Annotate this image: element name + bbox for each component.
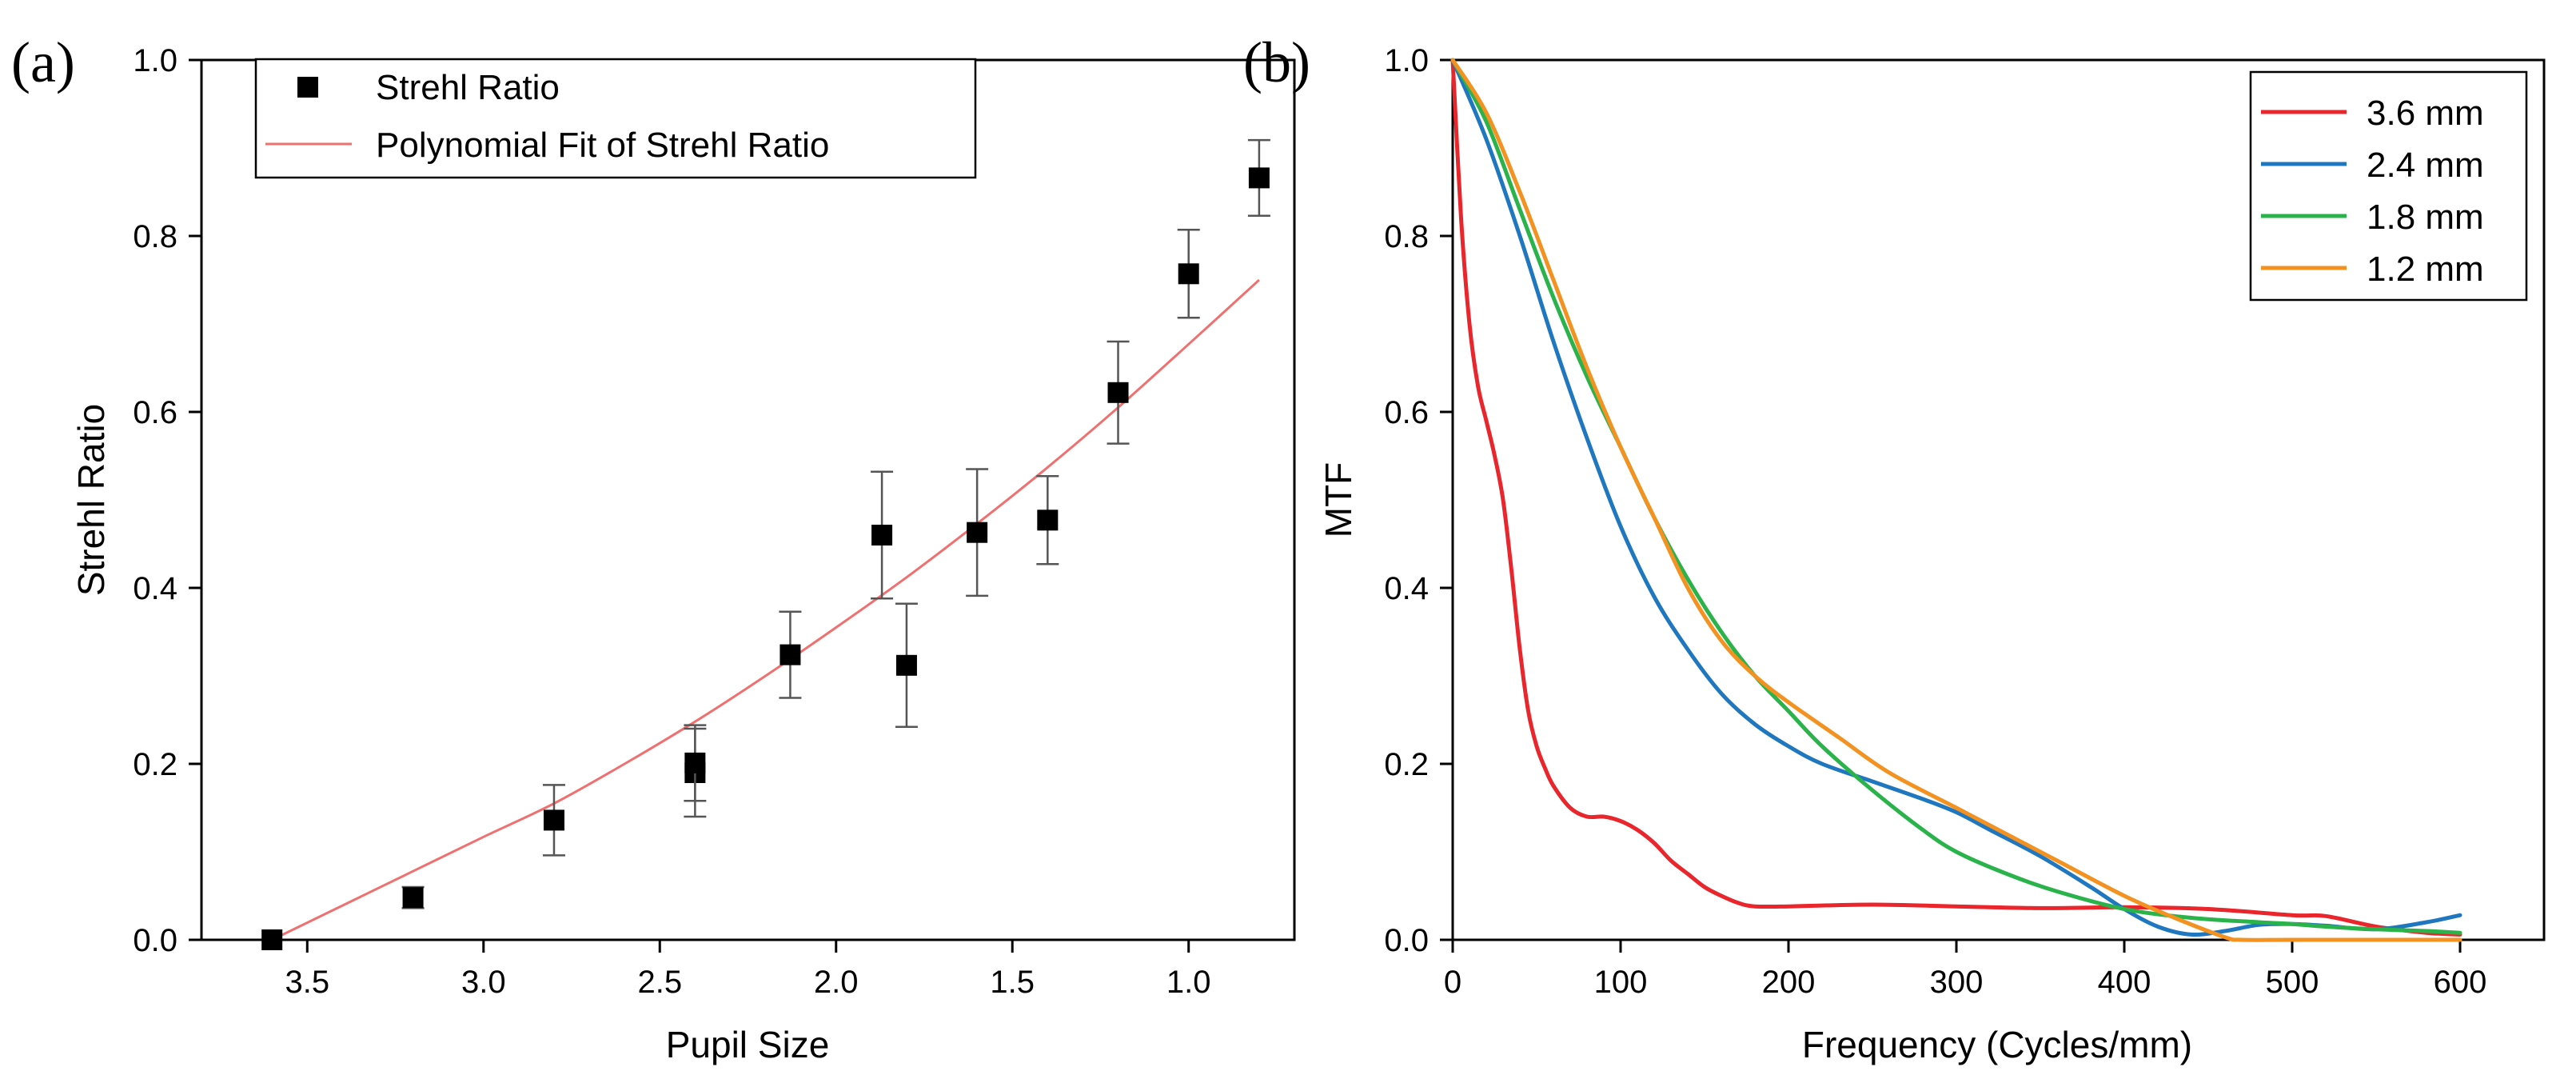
legend-label-2-4-mm: 2.4 mm xyxy=(2367,146,2484,185)
mtf-curve-2-4-mm xyxy=(1450,58,2462,937)
panel-b-legend: 3.6 mm 2.4 mm 1.8 mm 1.2 mm xyxy=(2249,70,2528,302)
panel-a-x-tick-label: 2.0 xyxy=(814,965,859,1000)
panel-b-y-tick-label: 0.2 xyxy=(1384,747,1429,782)
panel-b-x-tick-label: 500 xyxy=(2266,965,2319,1000)
panel-a-y-tick-label: 1.0 xyxy=(133,43,177,78)
panel-b-x-tick-label: 600 xyxy=(2434,965,2487,1000)
panel-b-y-tick-label: 1.0 xyxy=(1384,43,1429,78)
panel-b-y-tick-label: 0.6 xyxy=(1384,395,1429,430)
panel-a-y-axis-title: Strehl Ratio xyxy=(70,404,112,596)
panel-a-strehl-chart: (a) 3.5 3.0 2.5 2.0 1.5 1.0 0.0 0.2 0.4 0.6 0.8 1.0… xyxy=(11,30,1296,1065)
panel-b-x-tick-label: 200 xyxy=(1762,965,1816,1000)
panel-a-x-tick-label: 1.0 xyxy=(1166,965,1211,1000)
panel-b-x-tick-label: 300 xyxy=(1930,965,1984,1000)
panel-a-y-tick-label: 0.6 xyxy=(133,395,177,430)
panel-a-legend-box xyxy=(254,58,977,179)
legend-label-3-6-mm: 3.6 mm xyxy=(2367,94,2484,133)
mtf-curve-1-8-mm xyxy=(1450,58,2462,935)
panel-a-marker-series xyxy=(261,138,1270,950)
strehl-data-point xyxy=(895,654,917,676)
panel-a-y-tick-label: 0.8 xyxy=(133,219,177,254)
legend-label-strehl-ratio: Strehl Ratio xyxy=(376,68,560,107)
strehl-data-point xyxy=(780,644,801,665)
panel-a-ticks: 3.5 3.0 2.5 2.0 1.5 1.0 0.0 0.2 0.4 0.6 0.8 1.0 xyxy=(133,43,1210,1000)
panel-b-curves xyxy=(1450,58,2462,942)
panel-a-x-axis-title: Pupil Size xyxy=(666,1024,830,1065)
legend-label-1-2-mm: 1.2 mm xyxy=(2367,250,2484,289)
panel-b-x-tick-label: 0 xyxy=(1444,965,1461,1000)
strehl-data-point xyxy=(871,525,893,545)
strehl-data-point xyxy=(261,929,283,950)
panel-b-label: (b) xyxy=(1243,30,1310,94)
strehl-data-point xyxy=(1248,167,1270,189)
panel-b-y-tick-label: 0.8 xyxy=(1384,219,1429,254)
panel-b-y-tick-label: 0.4 xyxy=(1384,571,1429,606)
panel-a-plot-frame xyxy=(200,58,1296,941)
panel-b-mtf-chart: (b) 0 100 200 300 400 500 600 0.0 0.2 0.4 0.6 0.8 1.… xyxy=(1243,30,2546,1065)
panel-b-ticks: 0 100 200 300 400 500 600 0.0 0.2 0.4 0.6 0.8 1.0 xyxy=(1384,43,2486,1000)
panel-b-y-tick-label: 0.0 xyxy=(1384,923,1429,958)
panel-b-y-axis-title: MTF xyxy=(1318,462,1359,538)
legend-label-1-8-mm: 1.8 mm xyxy=(2367,198,2484,237)
panel-a-y-tick-label: 0.0 xyxy=(133,923,177,958)
panel-a-y-tick-label: 0.2 xyxy=(133,747,177,782)
legend-label-polynomial-fit: Polynomial Fit of Strehl Ratio xyxy=(376,126,829,165)
panel-a-y-tick-label: 0.4 xyxy=(133,571,177,606)
panel-a-label: (a) xyxy=(11,30,75,94)
panel-a-x-tick-label: 3.0 xyxy=(461,965,506,1000)
strehl-data-point xyxy=(1037,510,1059,531)
strehl-data-point xyxy=(402,887,424,909)
panel-a-fit-series xyxy=(271,278,1260,941)
panel-a-x-tick-label: 2.5 xyxy=(637,965,682,1000)
strehl-data-point xyxy=(543,809,564,831)
strehl-data-point xyxy=(1178,263,1199,285)
mtf-curve-1-2-mm xyxy=(1450,58,2462,942)
panel-b-x-tick-label: 400 xyxy=(2098,965,2151,1000)
strehl-data-point xyxy=(1107,382,1129,403)
panel-a-x-tick-label: 3.5 xyxy=(285,965,329,1000)
mtf-curve-3-6-mm xyxy=(1450,58,2462,937)
panel-b-x-tick-label: 100 xyxy=(1594,965,1648,1000)
panel-a-x-tick-label: 1.5 xyxy=(990,965,1035,1000)
panel-a-legend: Strehl Ratio Polynomial Fit of Strehl Ra… xyxy=(254,58,977,179)
legend-marker-strehl-ratio xyxy=(297,77,318,98)
polynomial-fit-line xyxy=(271,278,1260,941)
panel-b-x-axis-title: Frequency (Cycles/mm) xyxy=(1802,1024,2192,1065)
strehl-data-point xyxy=(684,752,706,773)
strehl-data-point xyxy=(967,522,988,543)
panel-b-plot-frame xyxy=(1451,58,2546,941)
